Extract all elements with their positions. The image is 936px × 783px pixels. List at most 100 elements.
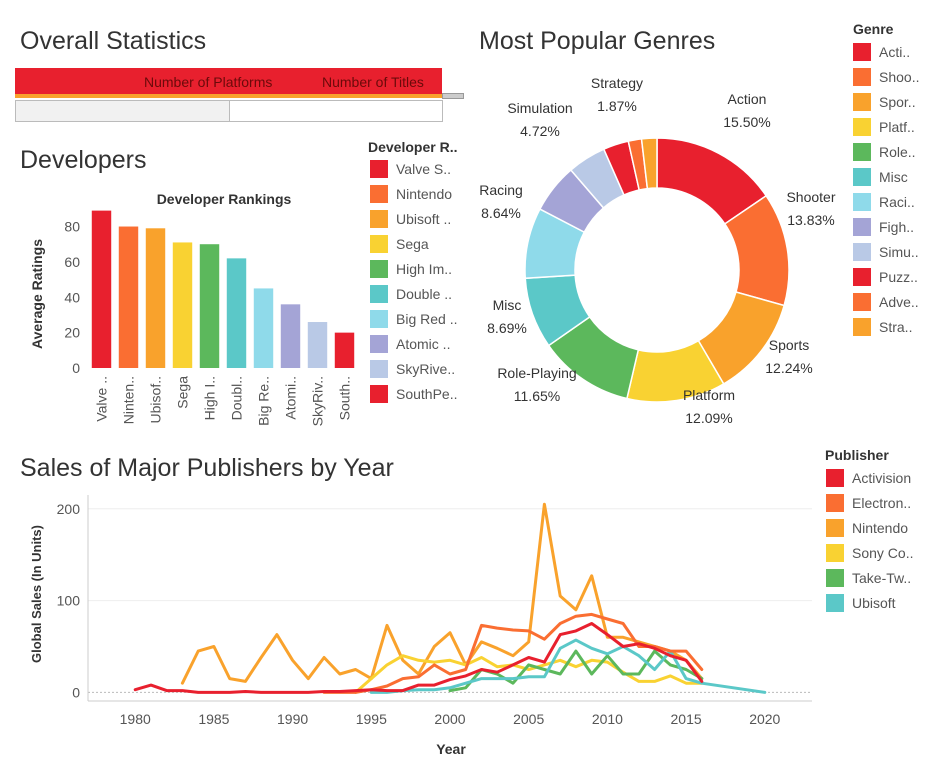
genre-label-pct: 13.83% [787,212,834,228]
developer-legend-label: SouthPe.. [396,386,458,402]
developer-legend-label: Valve S.. [396,161,451,177]
publisher-legend-item[interactable]: Electron.. [826,493,911,513]
developer-legend-item[interactable]: Atomic .. [370,334,450,354]
genre-legend-title: Genre [853,21,894,37]
publisher-legend-title: Publisher [825,447,889,463]
developer-x-tick: High I.. [202,376,218,420]
publisher-legend-label: Electron.. [852,495,912,511]
overall-statistics-scrollbar[interactable] [442,93,464,99]
developer-legend-label: Ubisoft .. [396,211,452,227]
developer-bar [91,210,112,368]
developer-x-tick: Ubisof.. [148,376,164,423]
developer-legend-title: Developer R.. [368,139,458,155]
publisher-legend-swatch [826,519,844,537]
genre-legend-label: Raci.. [879,194,915,210]
developer-x-tick: Big Re.. [256,376,272,426]
genre-legend-label: Acti.. [879,44,911,60]
genre-legend-swatch [853,43,871,61]
genre-legend-swatch [853,218,871,236]
publisher-y-axis-label: Global Sales (In Units) [29,525,44,663]
publisher-x-tick: 1980 [120,711,151,727]
developer-legend-item[interactable]: Double .. [370,284,452,304]
publisher-legend-item[interactable]: Sony Co.. [826,543,913,563]
genre-legend-label: Role.. [879,144,916,160]
overall-statistics-cell-platforms [15,100,230,122]
overall-statistics-title: Overall Statistics [20,27,207,55]
developer-legend-label: SkyRive.. [396,361,456,377]
developer-legend-item[interactable]: Nintendo [370,184,452,204]
developer-legend-item[interactable]: SouthPe.. [370,384,458,404]
publisher-legend-item[interactable]: Nintendo [826,518,908,538]
developer-y-tick: 80 [64,219,80,235]
genre-legend-swatch [853,193,871,211]
genre-legend-item[interactable]: Shoo.. [853,67,919,87]
genre-label-name: Platform [683,387,735,403]
genre-legend-item[interactable]: Raci.. [853,192,915,212]
publisher-x-axis-label: Year [436,741,466,757]
publisher-x-tick: 2000 [434,711,465,727]
publisher-y-tick: 0 [72,684,80,700]
developer-x-tick: South.. [337,376,353,420]
developer-bar [334,332,355,368]
publisher-legend-swatch [826,494,844,512]
developer-legend-item[interactable]: Big Red .. [370,309,457,329]
developer-legend-item[interactable]: Valve S.. [370,159,451,179]
developer-y-tick: 40 [64,289,80,305]
developer-legend-item[interactable]: Sega [370,234,429,254]
developer-legend-swatch [370,160,388,178]
publisher-series-line [133,622,704,694]
publisher-legend-label: Sony Co.. [852,545,914,561]
genre-legend-item[interactable]: Figh.. [853,217,914,237]
publisher-legend-item[interactable]: Activision [826,468,911,488]
developer-chart-title: Developer Rankings [157,191,292,207]
developer-y-tick: 60 [64,254,80,270]
developer-legend-label: Atomic .. [396,336,451,352]
genre-legend-item[interactable]: Spor.. [853,92,916,112]
developer-legend-item[interactable]: High Im.. [370,259,452,279]
genre-legend-item[interactable]: Role.. [853,142,916,162]
genre-legend-item[interactable]: Adve.. [853,292,919,312]
publisher-y-tick: 200 [57,501,81,517]
publisher-x-tick: 2015 [671,711,702,727]
developer-legend-label: High Im.. [396,261,453,277]
genre-label-name: Action [728,91,767,107]
genre-legend-item[interactable]: Acti.. [853,42,910,62]
developer-legend-item[interactable]: Ubisoft .. [370,209,451,229]
developer-y-axis-label: Average Ratings [29,239,45,349]
developer-legend-swatch [370,185,388,203]
publisher-legend-swatch [826,594,844,612]
genre-label-name: Racing [479,182,523,198]
developer-bar [172,242,193,368]
genre-legend-label: Spor.. [879,94,916,110]
genre-label-name: Strategy [591,75,643,91]
genre-label-pct: 11.65% [514,388,560,404]
genre-legend-item[interactable]: Platf.. [853,117,915,137]
publisher-legend-item[interactable]: Take-Tw.. [826,568,911,588]
genre-legend-item[interactable]: Misc [853,167,908,187]
genre-legend-label: Stra.. [879,319,913,335]
publisher-legend-swatch [826,544,844,562]
genre-legend-item[interactable]: Puzz.. [853,267,918,287]
publisher-legend-item[interactable]: Ubisoft [826,593,896,613]
developer-bar [145,228,166,368]
number-of-titles-header: Number of Titles [322,74,424,90]
genre-label-pct: 4.72% [520,123,560,139]
developer-legend-swatch [370,335,388,353]
genre-legend-item[interactable]: Stra.. [853,317,912,337]
publisher-legend-label: Nintendo [852,520,909,536]
publisher-x-tick: 1990 [277,711,308,727]
genre-legend-swatch [853,68,871,86]
genre-label-name: Misc [493,297,522,313]
developer-bar [199,244,220,368]
genre-legend-item[interactable]: Simu.. [853,242,919,262]
genre-legend-swatch [853,168,871,186]
publisher-series-line [369,638,767,694]
developer-legend-swatch [370,385,388,403]
genre-legend-swatch [853,293,871,311]
developer-legend-item[interactable]: SkyRive.. [370,359,455,379]
genre-label-pct: 12.24% [765,360,812,376]
developer-bar [253,288,274,368]
developer-legend-label: Nintendo [396,186,453,202]
genre-legend-label: Figh.. [879,219,915,235]
genre-legend-swatch [853,268,871,286]
